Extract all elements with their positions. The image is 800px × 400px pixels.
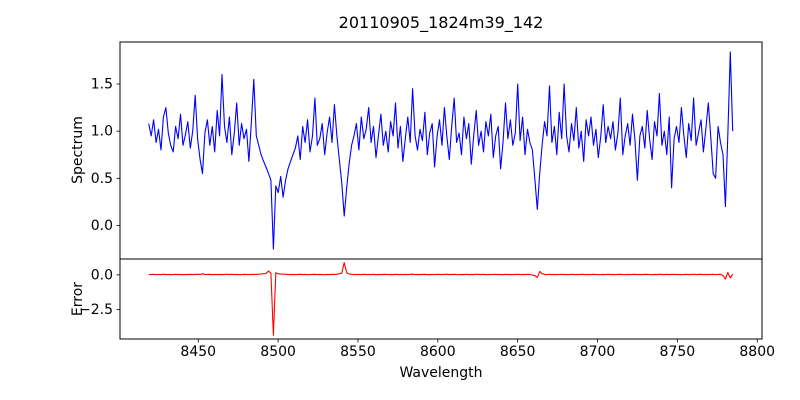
spectrum-y-tick-label: 1.5 [91, 76, 113, 92]
x-tick-label: 8750 [660, 344, 696, 360]
x-tick-label: 8550 [340, 344, 376, 360]
plot-title: 20110905_1824m39_142 [338, 13, 544, 32]
wavelength-axis-label: Wavelength [399, 365, 483, 381]
error-line [148, 262, 734, 336]
x-tick-label: 8800 [739, 344, 775, 360]
error-panel-border [119, 258, 763, 340]
error-y-tick-label: 0.0 [91, 267, 113, 283]
x-tick-label: 8700 [580, 344, 616, 360]
error-y-tick-label: −2.5 [79, 302, 113, 318]
spectrum-y-tick-label: 0.0 [91, 218, 113, 234]
spectrum-y-tick-label: 0.5 [91, 171, 113, 187]
x-tick-label: 8600 [420, 344, 456, 360]
spectrum-panel-border [119, 41, 763, 260]
x-tick-label: 8450 [180, 344, 216, 360]
spectrum-line [148, 51, 734, 250]
x-tick-label: 8650 [500, 344, 536, 360]
spectrum-y-tick-label: 1.0 [91, 124, 113, 140]
x-tick-label: 8500 [260, 344, 296, 360]
